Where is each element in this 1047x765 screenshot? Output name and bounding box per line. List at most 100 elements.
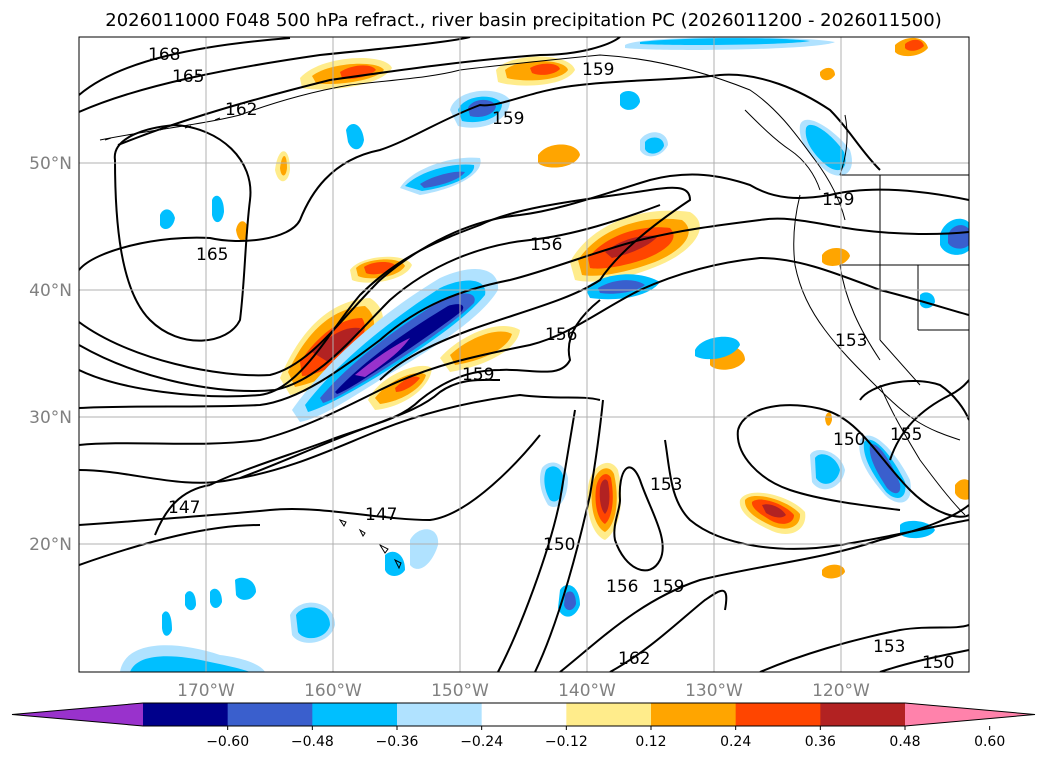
negative-anomaly [296,607,330,639]
colorbar-tick-label: −0.60 [206,734,249,750]
contour-line [79,524,261,566]
contour-label: 168 [148,45,180,65]
contour-line [559,504,969,672]
negative-anomaly [640,38,810,45]
colorbar-tick-label: 0.60 [974,734,1005,750]
contour-label: 156 [545,325,577,345]
lon-label: 160°W [304,681,362,701]
negative-anomaly [162,611,172,636]
colorbar-segment [481,703,567,726]
negative-anomaly [645,137,664,154]
longitude-labels: 170°W 160°W 150°W 140°W 130°W 120°W [177,681,870,701]
shaded-anomalies [120,37,969,672]
state-borders [839,174,969,386]
negative-anomaly [869,444,901,494]
colorbar-tick-label: −0.36 [376,734,419,750]
lon-label: 140°W [558,681,616,701]
contour-line [79,204,661,392]
contour-line [534,399,604,672]
contour-label: 153 [835,331,867,351]
colorbar-tick-label: 0.48 [889,734,920,750]
positive-anomaly [822,247,850,266]
coastlines [99,54,969,570]
positive-anomaly [599,479,610,514]
contour-line [664,439,969,550]
positive-anomaly [822,564,845,579]
lat-label: 50°N [29,154,72,174]
negative-anomaly [385,551,405,576]
contour-label: 165 [196,245,228,265]
positive-anomaly [762,504,786,518]
negative-anomaly [212,195,224,223]
negative-anomaly [620,90,640,110]
map-title: 2026011000 F048 500 hPa refract., river … [105,10,942,31]
contour-label: 147 [168,498,200,518]
contour-line [154,484,211,536]
contour-label: 159 [462,365,494,385]
lon-label: 150°W [431,681,489,701]
contour-label: 159 [652,577,684,597]
contour-line [79,256,969,446]
contour-line [497,409,576,672]
contour-line [759,624,969,672]
negative-anomaly-band [355,338,410,377]
coastline-bc [744,109,821,191]
negative-anomaly [564,591,576,611]
contour-label: 162 [618,649,650,669]
negative-anomaly [544,466,564,502]
negative-anomaly [410,529,439,569]
latitude-labels: 50°N 40°N 30°N 20°N [29,154,72,555]
contour-line [79,73,881,271]
aleutian-islands [104,117,221,141]
positive-anomaly [820,67,835,81]
negative-anomaly [210,588,222,608]
negative-anomaly [160,209,175,230]
negative-anomaly [805,124,846,171]
lon-label: 120°W [812,681,870,701]
contour-line [609,589,728,672]
contour-label: 156 [530,235,562,255]
colorbar-segment [651,703,737,726]
contour-line [113,123,252,342]
contour-line [79,173,969,377]
positive-anomaly [825,412,832,426]
contour-label: 150 [543,535,575,555]
positive-anomaly [450,331,512,365]
colorbar-outline [11,702,1036,727]
colorbar-segment [397,703,483,726]
contour-label: 153 [650,475,682,495]
coastline-pnw [793,194,961,441]
contour-label: 155 [890,425,922,445]
colorbar-segment [820,703,906,726]
contour-line [239,378,501,479]
contour-label: 162 [225,100,257,120]
contour-label: 153 [873,637,905,657]
positive-anomaly [605,235,658,258]
lat-label: 30°N [29,408,72,428]
contour-label: 150 [833,430,865,450]
colorbar-tick-label: −0.24 [460,734,503,750]
contour-line [79,434,541,526]
negative-anomaly [815,454,840,484]
contour-label: 159 [492,109,524,129]
contour-line [79,393,601,484]
negative-anomaly [235,577,256,600]
refractivity-contours [79,37,969,672]
negative-anomaly [346,124,364,150]
negative-anomaly [695,336,740,360]
colorbar-tick-label: −0.12 [545,734,588,750]
colorbar-tick-label: −0.48 [291,734,334,750]
positive-anomaly [538,144,580,168]
lat-label: 20°N [29,535,72,555]
contour-labels: 168 165 162 159 159 159 165 156 156 159 … [148,45,954,672]
contour-line [79,217,969,409]
positive-anomaly [905,39,924,51]
positive-anomaly [280,156,287,176]
contour-line [889,379,969,461]
contour-line [613,466,664,572]
colorbar-segment [312,703,398,726]
colorbar-extend-high [905,703,1035,726]
contour-line [736,429,901,511]
positive-anomaly [236,221,248,241]
